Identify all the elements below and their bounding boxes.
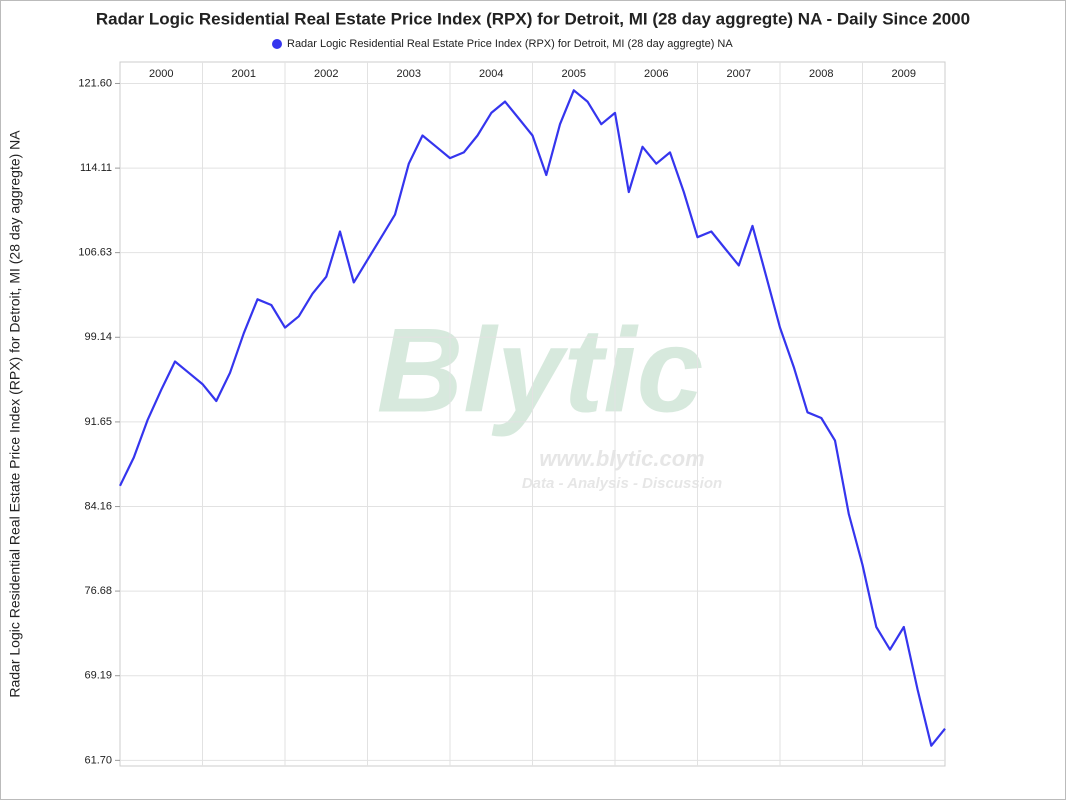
chart-title: Radar Logic Residential Real Estate Pric… <box>96 9 970 28</box>
y-tick-label: 121.60 <box>78 77 112 89</box>
x-tick-label: 2009 <box>892 68 916 80</box>
x-tick-label: 2005 <box>562 68 586 80</box>
watermark-url: www.blytic.com <box>539 446 704 471</box>
y-tick-label: 99.14 <box>84 331 112 343</box>
x-tick-label: 2003 <box>397 68 421 80</box>
watermark-brand: Blytic <box>377 304 704 438</box>
legend-marker <box>272 39 282 49</box>
x-tick-label: 2001 <box>232 68 256 80</box>
x-tick-label: 2002 <box>314 68 338 80</box>
watermark-tagline: Data - Analysis - Discussion <box>522 475 722 492</box>
y-tick-label: 91.65 <box>84 416 112 428</box>
legend-label: Radar Logic Residential Real Estate Pric… <box>287 38 733 50</box>
x-tick-label: 2007 <box>727 68 751 80</box>
x-tick-label: 2000 <box>149 68 173 80</box>
data-line <box>119 89 946 747</box>
y-tick-label: 84.16 <box>84 500 112 512</box>
y-tick-label: 114.11 <box>80 162 112 174</box>
y-tick-label: 76.68 <box>84 585 112 597</box>
y-tick-label: 69.19 <box>84 670 112 682</box>
watermark: Blytic www.blytic.com Data - Analysis - … <box>377 304 723 492</box>
x-tick-label: 2006 <box>644 68 668 80</box>
x-tick-label: 2004 <box>479 68 503 80</box>
x-tick-label: 2008 <box>809 68 833 80</box>
y-tick-label: 61.70 <box>84 754 112 766</box>
y-axis-label: Radar Logic Residential Real Estate Pric… <box>7 130 23 698</box>
y-tick-label: 106.63 <box>78 247 112 259</box>
